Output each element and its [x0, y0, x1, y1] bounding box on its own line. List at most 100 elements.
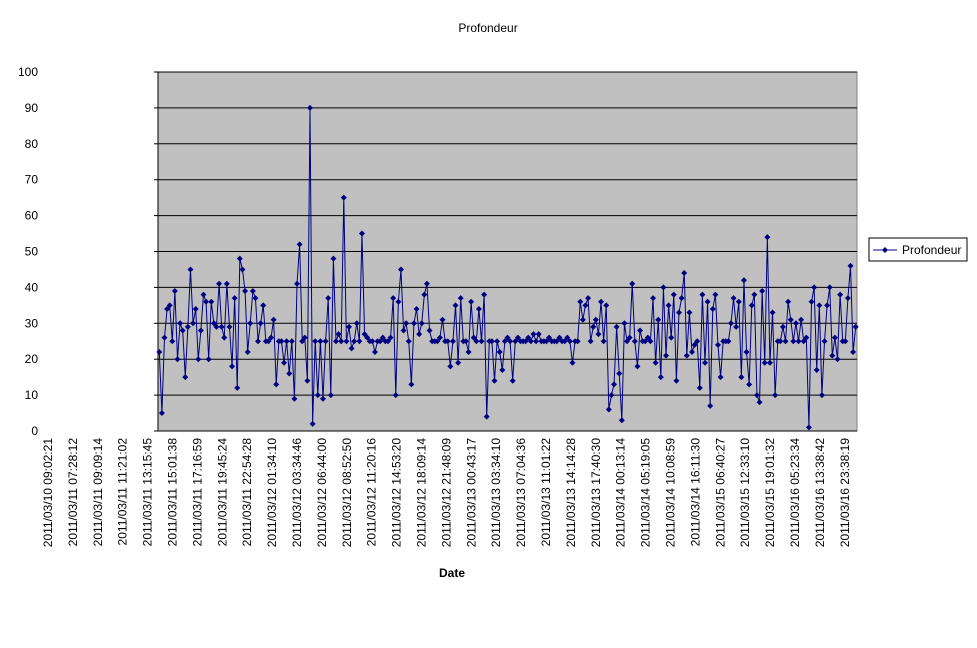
- x-tick-label: 2011/03/11 11:21:02: [116, 438, 130, 546]
- marker: [642, 338, 649, 345]
- marker: [543, 338, 550, 345]
- y-tick-label: 60: [25, 209, 39, 223]
- marker: [288, 338, 295, 345]
- marker: [694, 338, 701, 345]
- chart-title: Profondeur: [458, 21, 517, 35]
- marker: [294, 280, 301, 287]
- marker: [171, 287, 178, 294]
- marker: [730, 295, 737, 302]
- marker: [535, 331, 542, 338]
- marker: [494, 338, 501, 345]
- x-tick-label: 2011/03/12 01:34:10: [265, 438, 279, 548]
- marker: [681, 270, 688, 277]
- x-axis-title: Date: [439, 566, 465, 580]
- marker: [668, 334, 675, 341]
- marker: [805, 424, 812, 431]
- marker: [343, 338, 350, 345]
- legend-label: Profondeur: [902, 243, 961, 257]
- x-tick-label: 2011/03/12 21:48:09: [439, 438, 453, 548]
- marker: [818, 392, 825, 399]
- marker: [166, 302, 173, 309]
- marker: [291, 395, 298, 402]
- marker: [707, 402, 714, 409]
- x-tick-label: 2011/03/14 00:13:14: [614, 438, 628, 548]
- marker: [512, 338, 519, 345]
- marker: [660, 284, 667, 291]
- marker: [603, 302, 610, 309]
- marker: [766, 359, 773, 366]
- marker: [561, 338, 568, 345]
- marker: [514, 334, 521, 341]
- marker: [192, 305, 199, 312]
- marker: [421, 291, 428, 298]
- marker: [782, 338, 789, 345]
- marker: [740, 277, 747, 284]
- x-tick-label: 2011/03/14 10:08:59: [664, 438, 678, 548]
- marker: [221, 334, 228, 341]
- marker: [678, 295, 685, 302]
- marker: [351, 338, 358, 345]
- marker: [223, 280, 230, 287]
- x-tick-label: 2011/03/11 07:28:12: [66, 438, 80, 547]
- marker: [473, 338, 480, 345]
- marker: [556, 334, 563, 341]
- y-tick-label: 10: [25, 388, 39, 402]
- marker: [161, 334, 168, 341]
- marker: [759, 287, 766, 294]
- marker: [236, 255, 243, 262]
- x-tick-label: 2011/03/15 12:33:10: [738, 438, 752, 548]
- marker: [247, 320, 254, 327]
- marker: [816, 302, 823, 309]
- x-tick-label: 2011/03/13 03:34:10: [489, 438, 503, 548]
- marker: [611, 381, 618, 388]
- marker: [273, 381, 280, 388]
- marker: [582, 302, 589, 309]
- marker: [283, 338, 290, 345]
- marker: [218, 323, 225, 330]
- marker: [595, 331, 602, 338]
- marker: [714, 341, 721, 348]
- marker: [457, 295, 464, 302]
- marker: [488, 338, 495, 345]
- marker: [239, 266, 246, 273]
- marker: [164, 305, 171, 312]
- marker: [764, 234, 771, 241]
- marker: [465, 349, 472, 356]
- marker: [455, 359, 462, 366]
- marker: [296, 241, 303, 248]
- marker: [205, 356, 212, 363]
- marker: [618, 417, 625, 424]
- marker: [634, 363, 641, 370]
- marker: [803, 334, 810, 341]
- marker: [317, 338, 324, 345]
- legend-marker: [882, 247, 888, 253]
- marker: [361, 331, 368, 338]
- marker: [686, 309, 693, 316]
- marker: [187, 266, 194, 273]
- marker: [676, 309, 683, 316]
- marker: [423, 280, 430, 287]
- marker: [657, 374, 664, 381]
- marker: [670, 291, 677, 298]
- marker: [769, 309, 776, 316]
- marker: [834, 356, 841, 363]
- marker: [826, 284, 833, 291]
- marker: [813, 366, 820, 373]
- x-tick-label: 2011/03/16 05:23:34: [788, 438, 802, 548]
- marker: [158, 410, 165, 417]
- marker: [725, 338, 732, 345]
- marker: [345, 323, 352, 330]
- marker: [216, 280, 223, 287]
- marker: [299, 338, 306, 345]
- marker: [717, 374, 724, 381]
- x-tick-label: 2011/03/15 19:01:32: [763, 438, 777, 548]
- marker: [314, 392, 321, 399]
- marker: [751, 291, 758, 298]
- marker: [335, 331, 342, 338]
- marker: [696, 384, 703, 391]
- marker: [704, 298, 711, 305]
- x-tick-label: 2011/03/12 03:34:46: [290, 438, 304, 548]
- marker: [592, 316, 599, 323]
- marker: [410, 320, 417, 327]
- marker: [613, 323, 620, 330]
